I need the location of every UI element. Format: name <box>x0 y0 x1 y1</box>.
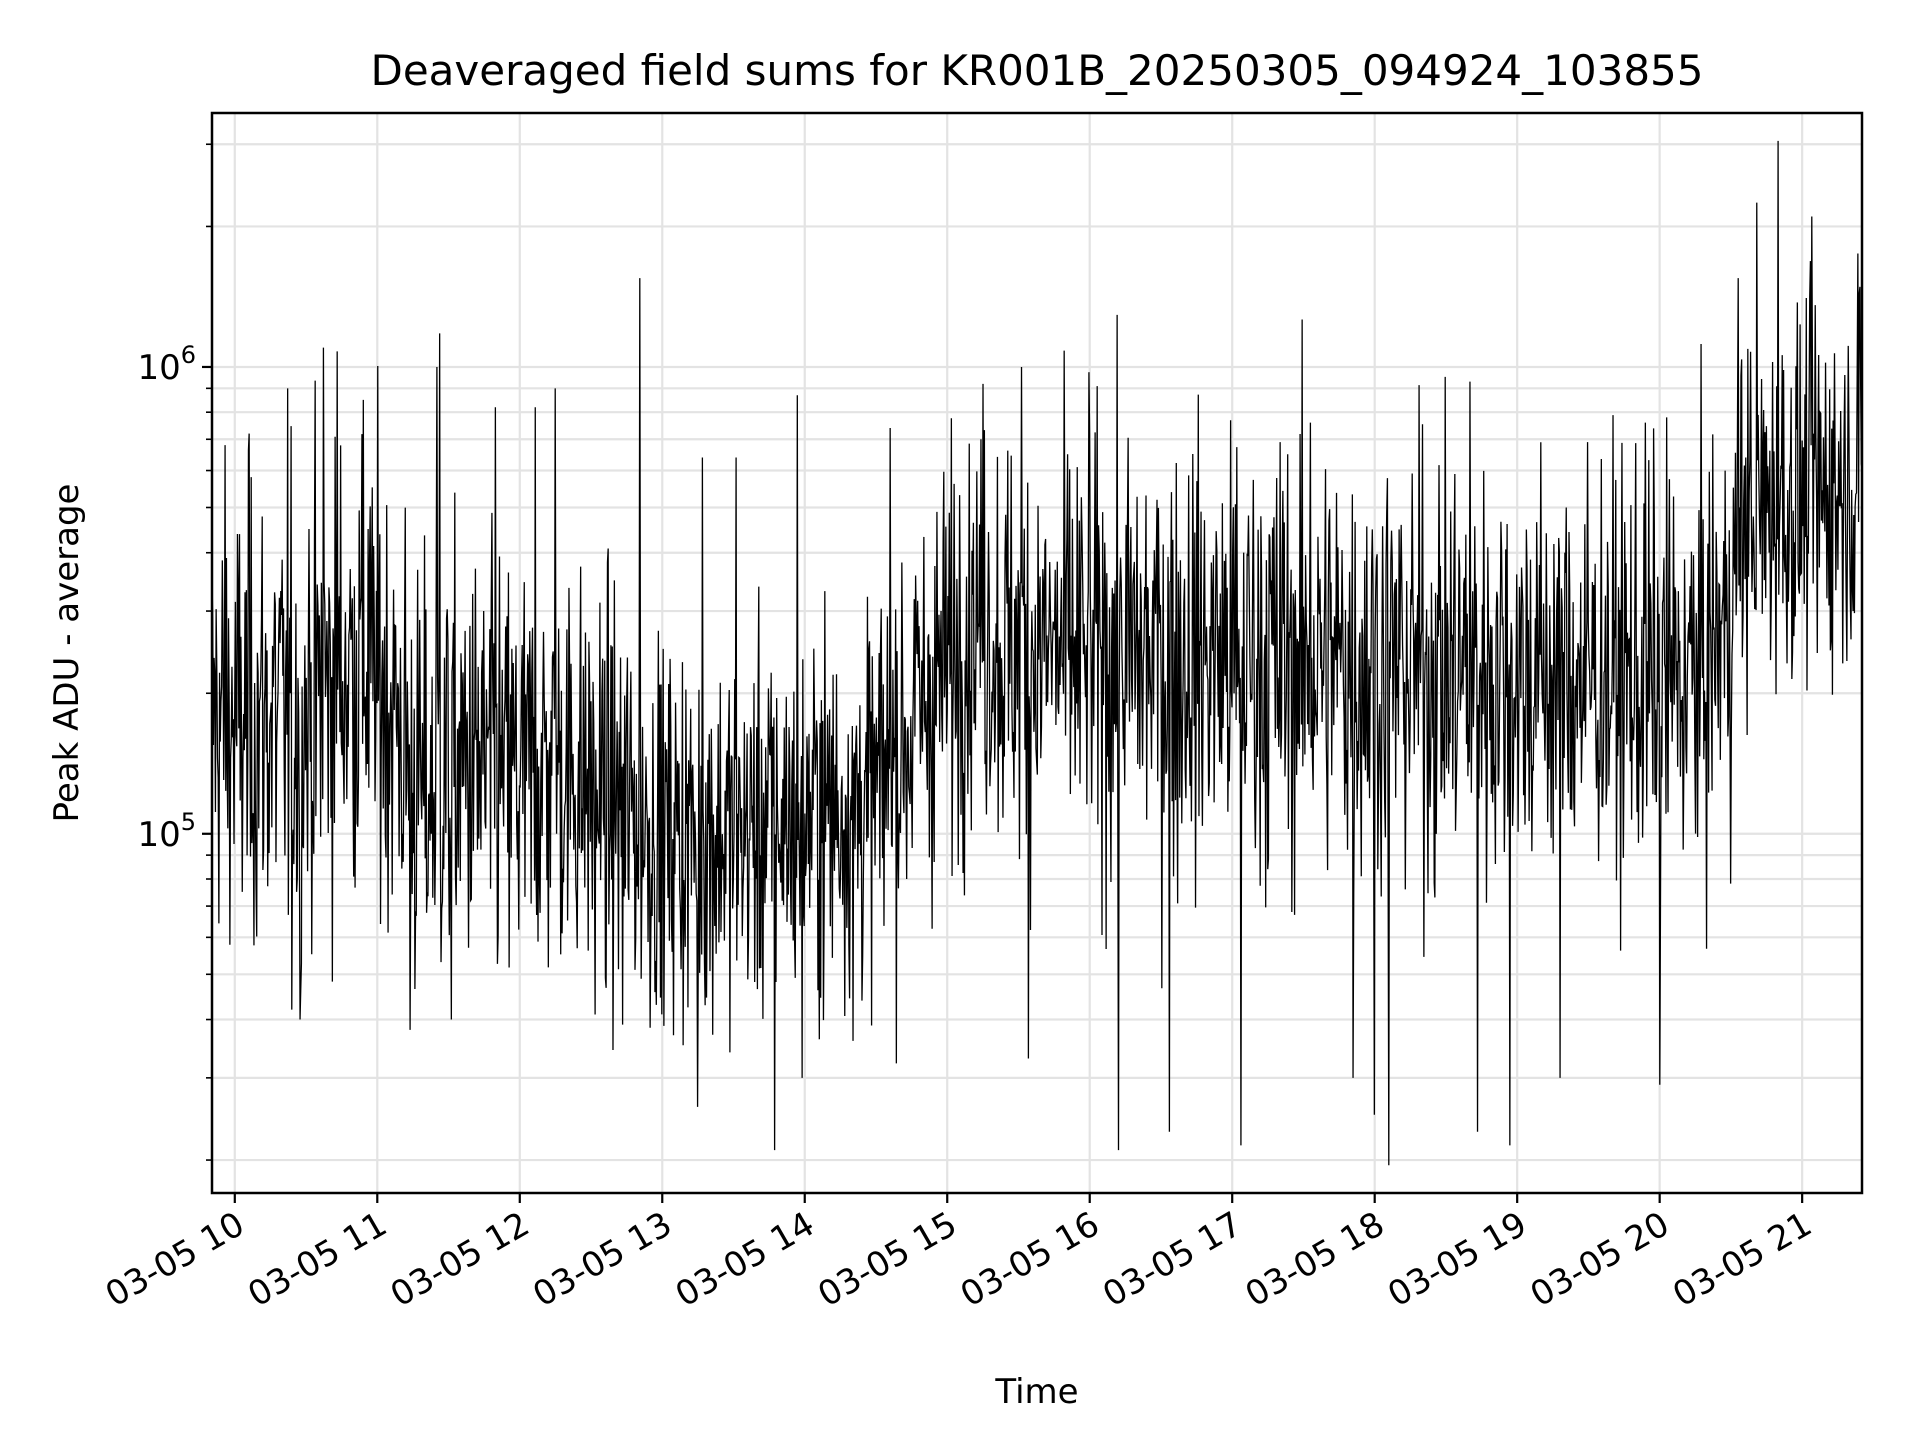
y-tick-base: 10 <box>137 815 180 855</box>
plot-frame <box>210 111 1864 1195</box>
y-tick-base: 10 <box>137 348 180 388</box>
series-layer <box>212 140 1862 1166</box>
y-tick-exponent: 6 <box>181 341 196 369</box>
series-line <box>212 140 1862 1166</box>
y-tick-label: 106 <box>137 341 196 388</box>
y-tick-exponent: 5 <box>181 808 196 836</box>
y-tick-label: 105 <box>137 808 196 855</box>
axis-ticks <box>202 143 1804 1203</box>
x-axis-label: Time <box>994 1372 1078 1412</box>
y-axis-label: Peak ADU - average <box>47 484 87 823</box>
chart-title: Deaveraged field sums for KR001B_2025030… <box>371 46 1704 95</box>
